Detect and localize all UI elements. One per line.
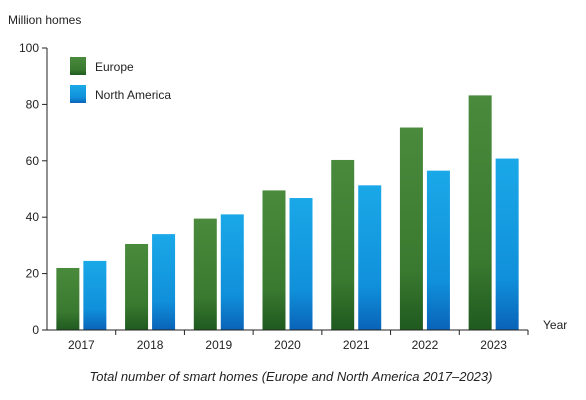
y-tick-label: 40 — [26, 210, 40, 224]
bar-north-america-2018 — [152, 234, 176, 330]
bar-north-america-2017 — [83, 260, 107, 330]
y-tick-label: 0 — [32, 323, 39, 337]
legend-swatch-europe — [70, 57, 86, 75]
legend-label-north-america: North America — [95, 88, 171, 102]
y-tick-label: 20 — [26, 267, 40, 281]
x-tick-label-2021: 2021 — [343, 338, 370, 352]
x-tick-label-2020: 2020 — [274, 338, 301, 352]
legend-label-europe: Europe — [95, 60, 134, 74]
legend: Europe North America — [70, 57, 171, 103]
bar-europe-2023 — [468, 95, 492, 330]
bar-north-america-2023 — [495, 158, 519, 330]
bar-north-america-2020 — [289, 198, 313, 330]
bar-europe-2018 — [125, 243, 149, 330]
y-tick-label: 100 — [19, 41, 39, 55]
y-tick-label: 80 — [26, 97, 40, 111]
bar-europe-2022 — [399, 127, 423, 330]
legend-swatch-north-america — [70, 85, 86, 103]
bars — [56, 95, 519, 330]
x-tick-label-2019: 2019 — [205, 338, 232, 352]
x-tick-label-2023: 2023 — [480, 338, 507, 352]
bar-north-america-2019 — [220, 214, 244, 330]
y-axis-label: Million homes — [8, 13, 81, 27]
x-tick-label-2022: 2022 — [412, 338, 439, 352]
bar-europe-2019 — [193, 218, 217, 330]
bar-north-america-2021 — [358, 185, 382, 330]
chart-caption: Total number of smart homes (Europe and … — [90, 369, 493, 384]
bar-north-america-2022 — [426, 170, 450, 330]
x-axis-label: Year — [543, 318, 567, 332]
y-tick-label: 60 — [26, 154, 40, 168]
x-axis-ticks: 2017 2018 2019 2020 2021 2022 2023 — [68, 330, 529, 352]
y-axis-ticks: 0 20 40 60 80 100 — [19, 41, 47, 337]
bar-europe-2020 — [262, 190, 286, 330]
x-tick-label-2018: 2018 — [137, 338, 164, 352]
bar-europe-2021 — [331, 159, 355, 330]
x-tick-label-2017: 2017 — [68, 338, 95, 352]
bar-europe-2017 — [56, 267, 80, 330]
